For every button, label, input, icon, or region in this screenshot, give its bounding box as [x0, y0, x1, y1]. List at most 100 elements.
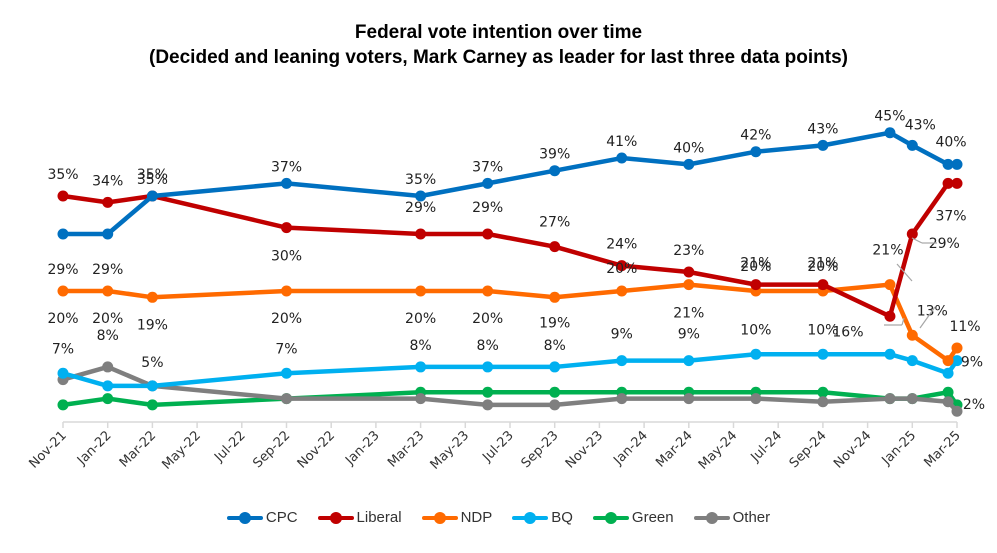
data-point-bq [951, 355, 963, 367]
data-point-ndp [415, 285, 427, 297]
x-tick-label: Sep-24 [787, 428, 830, 471]
data-point-bq [884, 348, 896, 360]
data-point-cpc [549, 165, 561, 177]
data-point-green [57, 399, 69, 411]
data-point-liberal [951, 177, 963, 189]
data-label-cpc: 40% [673, 140, 704, 156]
data-point-liberal [482, 228, 494, 240]
data-point-bq [281, 367, 292, 379]
data-point-liberal [884, 310, 896, 322]
data-label-cpc: 40% [935, 134, 966, 150]
data-label-bq: 10% [740, 322, 771, 338]
data-point-cpc [102, 228, 114, 240]
x-tick-label: Jan-24 [610, 428, 651, 469]
data-point-bq [817, 348, 829, 360]
x-tick-label: Jul-22 [211, 428, 248, 465]
x-tick-label: Sep-23 [519, 428, 562, 471]
data-point-liberal [942, 177, 954, 189]
data-label-cpc: 29% [47, 262, 78, 278]
data-label-liberal: 27% [539, 215, 570, 231]
legend-label: Green [631, 509, 674, 526]
data-point-liberal [415, 228, 427, 240]
data-point-bq [102, 380, 114, 392]
data-point-other [817, 396, 829, 408]
data-label-ndp: 20% [807, 259, 838, 275]
data-point-bq [415, 361, 427, 373]
data-point-green [146, 399, 158, 411]
data-point-ndp [549, 291, 561, 303]
x-tick-label: Jan-22 [74, 428, 115, 469]
legend-label: Liberal [356, 509, 402, 526]
data-point-other [616, 393, 628, 405]
data-point-bq [146, 380, 158, 392]
label-leader-line [901, 317, 905, 326]
data-label-cpc: 37% [472, 159, 503, 175]
data-point-liberal [57, 190, 69, 202]
data-label-ndp: 19% [539, 315, 570, 331]
data-label-bq: 7% [52, 341, 74, 357]
data-point-bq [616, 355, 628, 367]
data-label-ndp: 21% [673, 306, 704, 322]
data-label-cpc: 42% [740, 128, 771, 144]
data-point-other [102, 361, 114, 373]
data-point-green [549, 386, 561, 398]
data-point-ndp [616, 285, 628, 297]
data-point-bq [549, 361, 561, 373]
data-label-liberal: 21% [807, 256, 838, 272]
data-point-liberal [817, 279, 829, 291]
data-label-liberal: 21% [740, 256, 771, 272]
legend-marker-icon [421, 511, 458, 524]
data-label-other: 8% [97, 328, 119, 344]
data-point-liberal [549, 241, 561, 253]
data-point-other [683, 393, 695, 405]
data-point-green [942, 386, 954, 398]
data-label-ndp: 20% [740, 259, 771, 275]
data-point-cpc [906, 139, 918, 151]
data-label-ndp: 20% [92, 311, 123, 327]
data-label-liberal: 29% [929, 236, 960, 252]
data-point-ndp [884, 279, 896, 291]
data-label-liberal: 35% [47, 167, 78, 183]
data-point-other [415, 393, 427, 405]
data-label-cpc: 35% [405, 172, 436, 188]
data-point-liberal [683, 266, 695, 278]
data-point-liberal [102, 196, 114, 208]
x-tick-label: Mar-22 [117, 428, 159, 470]
x-tick-label: Jul-23 [479, 428, 516, 465]
data-label-ndp: 20% [472, 311, 503, 327]
data-point-ndp [482, 285, 494, 297]
data-point-bq [906, 355, 918, 367]
data-point-cpc [281, 177, 292, 189]
data-label-liberal: 35% [137, 167, 168, 183]
data-label-ndp: 20% [47, 311, 78, 327]
data-point-ndp [57, 285, 69, 297]
data-label-green: 2% [963, 397, 985, 413]
data-label-liberal: 16% [832, 324, 863, 340]
data-point-cpc [942, 158, 954, 170]
x-tick-label: Nov-23 [563, 428, 606, 471]
data-label-cpc: 35% [137, 172, 168, 188]
legend-marker-icon [592, 511, 629, 524]
data-point-other [549, 399, 561, 411]
x-tick-label: May-22 [159, 428, 203, 472]
data-label-bq: 8% [544, 338, 566, 354]
x-tick-label: Sep-22 [250, 428, 293, 471]
data-label-liberal: 29% [405, 200, 436, 216]
data-label-liberal: 37% [935, 208, 966, 224]
chart-title: Federal vote intention over time [354, 22, 643, 43]
data-label-bq: 10% [807, 322, 838, 338]
data-point-cpc [683, 158, 695, 170]
legend-item-ndp: NDP [421, 509, 492, 526]
data-label-bq: 8% [477, 338, 499, 354]
data-label-liberal: 30% [271, 249, 302, 265]
data-point-cpc [951, 158, 963, 170]
data-label-ndp: 11% [949, 319, 980, 335]
data-label-cpc: 45% [874, 109, 905, 125]
data-label-ndp: 19% [137, 317, 168, 333]
legend-marker-icon [317, 511, 354, 524]
data-label-ndp: 20% [405, 311, 436, 327]
series-lines [57, 127, 963, 417]
data-point-liberal [750, 279, 762, 291]
data-label-cpc: 41% [606, 134, 637, 150]
